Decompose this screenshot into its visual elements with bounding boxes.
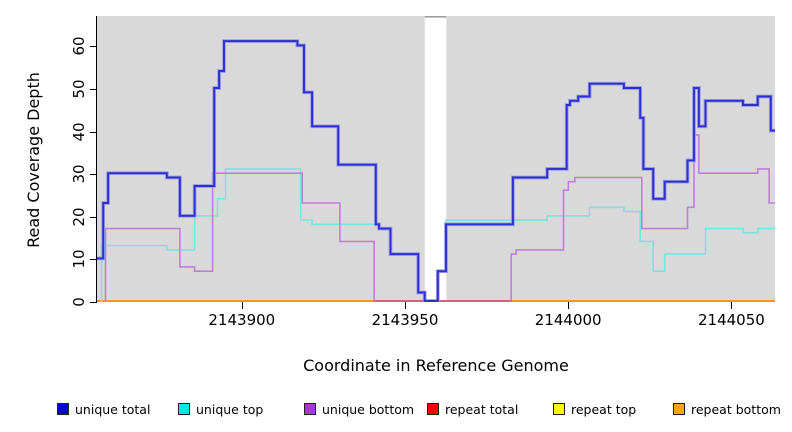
y-axis-tick [90, 131, 97, 133]
repeat-bottom-swatch-icon [673, 403, 685, 415]
y-axis-title: Read Coverage Depth [24, 72, 43, 248]
y-tick-label: 60 [70, 36, 88, 56]
y-axis-line [96, 16, 97, 303]
legend-label: unique bottom [322, 401, 415, 417]
repeat-top-swatch-icon [553, 403, 565, 415]
x-axis-tick [405, 302, 406, 309]
repeat-total-swatch-icon [427, 403, 439, 415]
legend-item-unique-bottom: unique bottom [304, 401, 414, 417]
legend-item-repeat-bottom: repeat bottom [673, 401, 781, 417]
y-tick-label: 10 [70, 249, 88, 269]
unique-total-swatch-icon [57, 403, 69, 415]
legend: unique total unique top unique bottom re… [0, 401, 792, 423]
legend-label: repeat top [571, 401, 637, 417]
y-axis-tick [90, 259, 97, 261]
y-tick-label: 20 [70, 207, 88, 227]
legend-label: repeat bottom [691, 401, 781, 417]
unique-bottom-swatch-icon [304, 403, 316, 415]
y-axis-tick [90, 89, 97, 90]
y-tick-label: 50 [70, 79, 88, 99]
unique-top-swatch-icon [178, 403, 190, 415]
x-axis-title: Coordinate in Reference Genome [303, 356, 569, 375]
x-tick-label: 2143900 [208, 311, 276, 329]
x-tick-label: 2143950 [371, 311, 439, 329]
y-tick-label: 40 [70, 122, 88, 142]
x-tick-label: 2144050 [697, 311, 765, 329]
legend-label: repeat total [445, 401, 519, 417]
y-axis-tick [90, 302, 97, 303]
legend-item-unique-top: unique top [178, 401, 263, 417]
legend-label: unique top [196, 401, 264, 417]
legend-item-unique-total: unique total [57, 401, 150, 417]
legend-item-repeat-total: repeat total [427, 401, 518, 417]
y-axis-tick [90, 216, 97, 218]
x-axis-tick [241, 302, 243, 309]
x-axis-tick [731, 302, 733, 309]
x-axis-tick [568, 302, 570, 309]
legend-item-repeat-top: repeat top [553, 401, 636, 417]
y-axis-tick [90, 46, 97, 48]
y-tick-label: 0 [70, 297, 88, 307]
plot-panel [97, 16, 775, 303]
y-axis-tick [90, 174, 97, 176]
x-tick-label: 2144000 [534, 311, 602, 329]
plot-canvas [97, 16, 775, 303]
y-tick-label: 30 [70, 164, 88, 184]
legend-label: unique total [75, 401, 151, 417]
